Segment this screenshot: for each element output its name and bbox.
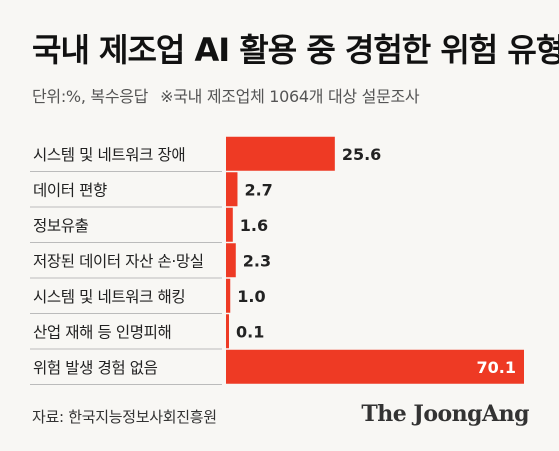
category-label: 위험 발생 경험 없음	[33, 359, 158, 377]
unit-note: 단위:%, 복수응답	[32, 87, 149, 106]
bar	[226, 243, 236, 278]
value-label: 1.0	[237, 287, 265, 306]
bar	[226, 278, 231, 313]
value-label: 1.6	[240, 216, 268, 235]
value-label: 0.1	[236, 322, 264, 341]
chart-subtitle: 단위:%, 복수응답 ※국내 제조업체 1064개 대상 설문조사	[32, 83, 420, 107]
category-label: 산업 재해 등 인명피해	[33, 323, 171, 341]
survey-note: ※국내 제조업체 1064개 대상 설문조사	[160, 87, 420, 106]
category-label: 저장된 데이터 자산 손·망실	[33, 252, 204, 270]
bar	[226, 207, 233, 242]
bar	[226, 136, 335, 171]
value-label: 25.6	[342, 145, 381, 164]
value-label: 2.3	[243, 251, 271, 270]
bar	[226, 314, 229, 349]
value-label: 70.1	[477, 358, 516, 377]
source-note: 자료: 한국지능정보사회진흥원	[32, 408, 217, 426]
category-label: 시스템 및 네트워크 해킹	[33, 288, 185, 306]
category-label: 데이터 편향	[33, 181, 107, 199]
category-label: 시스템 및 네트워크 장애	[33, 146, 185, 164]
publisher-logo: The JoongAng	[361, 401, 529, 427]
value-label: 2.7	[244, 180, 272, 199]
bar	[226, 349, 524, 384]
category-label: 정보유출	[33, 217, 89, 235]
chart-title: 국내 제조업 AI 활용 중 경험한 위험 유형	[32, 31, 559, 69]
bar	[226, 172, 238, 207]
